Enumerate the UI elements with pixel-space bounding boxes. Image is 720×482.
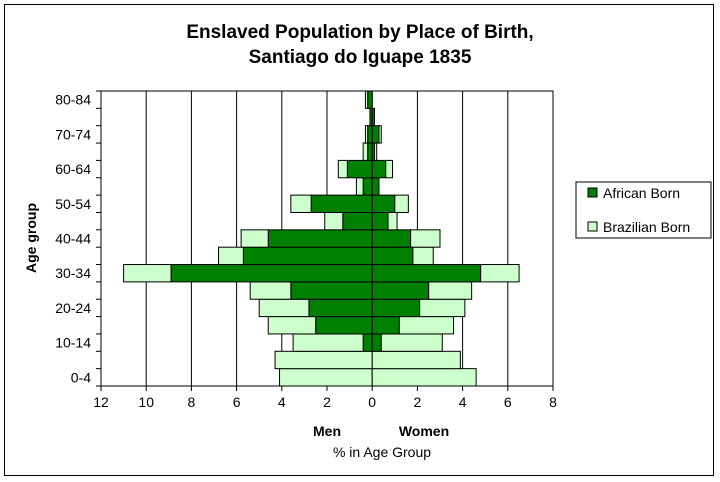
- bar-brazilian-men-20-24: [258, 298, 310, 318]
- bar-african-men-20-24: [308, 298, 373, 318]
- bar-african-women-75-79: [371, 107, 375, 127]
- x-tick-label: 8: [188, 394, 196, 410]
- bar-african-men-70-74: [367, 125, 373, 144]
- y-tick-label: 10-14: [55, 335, 91, 351]
- bar-african-women-60-64: [371, 159, 387, 179]
- bar-brazilian-men-50-54: [290, 194, 312, 213]
- bar-brazilian-men-0-4: [279, 368, 373, 387]
- bar-brazilian-men-40-44: [240, 229, 269, 248]
- x-tick-label: 4: [459, 394, 467, 410]
- bar-african-women-55-59: [371, 177, 380, 196]
- bar-brazilian-men-80-84: [364, 90, 369, 109]
- bar-brazilian-women-50-54: [394, 194, 409, 213]
- bar-brazilian-women-5-9: [371, 350, 461, 370]
- legend-label-african-born: African Born: [603, 185, 680, 201]
- bar-brazilian-men-35-39: [218, 246, 244, 266]
- bar-brazilian-men-60-64: [337, 159, 348, 179]
- y-tick-label: 50-54: [55, 196, 91, 212]
- bar-african-men-55-59: [362, 177, 373, 196]
- x-axis: 12 10 8 6 4 2 0 2 4 6 8: [93, 386, 557, 410]
- bar-african-men-15-19: [315, 316, 373, 335]
- legend: African Born Brazilian Born: [575, 181, 712, 239]
- bar-brazilian-men-70-74: [364, 125, 369, 144]
- women-label: Women: [399, 423, 449, 439]
- bars: [123, 90, 520, 387]
- y-tick-label: 60-64: [55, 161, 91, 177]
- chart-title-line2: Santiago do Iguape 1835: [249, 47, 472, 68]
- x-tick-label: 0: [368, 394, 376, 410]
- chart-title-line1: Enslaved Population by Place of Birth,: [186, 22, 533, 43]
- y-tick-label: 0-4: [71, 369, 91, 385]
- bar-brazilian-women-65-69: [373, 142, 378, 161]
- bar-african-men-50-54: [310, 194, 373, 213]
- bar-african-men-30-34: [170, 264, 373, 283]
- x-tick-label: 4: [278, 394, 286, 410]
- bar-brazilian-men-10-14: [292, 333, 364, 352]
- y-tick-label: 40-44: [55, 231, 91, 247]
- y-tick-label: 70-74: [55, 126, 91, 142]
- bar-brazilian-men-15-19: [267, 316, 317, 335]
- legend-swatch-african-born: [587, 187, 598, 198]
- y-tick-label: 80-84: [55, 92, 91, 108]
- x-tick-label: 6: [233, 394, 241, 410]
- bar-african-men-60-64: [346, 159, 373, 179]
- bar-african-women-20-24: [371, 298, 421, 318]
- bar-brazilian-women-35-39: [412, 246, 434, 266]
- bar-african-men-25-29: [290, 281, 373, 300]
- bar-african-women-35-39: [371, 246, 414, 266]
- bar-african-women-40-44: [371, 229, 412, 248]
- bar-african-men-40-44: [267, 229, 373, 248]
- bar-brazilian-women-10-14: [380, 333, 443, 352]
- bar-brazilian-men-65-69: [362, 142, 369, 161]
- x-tick-label: 12: [93, 394, 109, 410]
- y-axis-label: Age group: [23, 203, 39, 273]
- bar-african-men-65-69: [367, 142, 373, 161]
- bar-african-men-35-39: [242, 246, 373, 266]
- y-tick-label: 20-24: [55, 300, 91, 316]
- legend-label-brazilian-born: Brazilian Born: [603, 219, 690, 235]
- bar-african-women-50-54: [371, 194, 396, 213]
- x-tick-label: 10: [138, 394, 154, 410]
- bar-brazilian-men-30-34: [123, 264, 172, 283]
- bar-african-women-70-74: [371, 125, 380, 144]
- bar-brazilian-men-5-9: [274, 350, 373, 370]
- bar-brazilian-women-0-4: [371, 368, 477, 387]
- bar-brazilian-women-40-44: [410, 229, 441, 248]
- bar-african-men-10-14: [362, 333, 373, 352]
- bar-african-women-30-34: [371, 264, 482, 283]
- bar-brazilian-women-70-74: [378, 125, 382, 144]
- bar-brazilian-women-20-24: [419, 298, 466, 318]
- bar-brazilian-men-45-49: [324, 211, 344, 231]
- men-label: Men: [313, 423, 341, 439]
- x-axis-label: % in Age Group: [333, 444, 431, 460]
- bar-brazilian-women-60-64: [385, 159, 394, 179]
- bar-brazilian-women-30-34: [480, 264, 520, 283]
- legend-swatch-brazilian-born: [587, 221, 598, 232]
- bar-brazilian-women-15-19: [398, 316, 455, 335]
- bar-brazilian-men-25-29: [249, 281, 292, 300]
- x-tick-label: 2: [414, 394, 422, 410]
- y-axis: 0-4 10-14 20-24 30-34 40-44 50-54 60-64 70-74 80…: [55, 90, 101, 387]
- legend-box: [575, 181, 712, 239]
- bar-african-men-45-49: [342, 211, 373, 231]
- x-tick-label: 6: [504, 394, 512, 410]
- bar-african-women-25-29: [371, 281, 430, 300]
- bar-brazilian-women-25-29: [428, 281, 473, 300]
- chart-frame: [4, 4, 714, 476]
- bar-african-women-10-14: [371, 333, 382, 352]
- bar-african-women-45-49: [371, 211, 389, 231]
- bar-african-men-80-84: [367, 90, 373, 109]
- x-tick-label: 8: [549, 394, 557, 410]
- x-tick-label: 2: [323, 394, 331, 410]
- bar-african-women-15-19: [371, 316, 400, 335]
- bar-brazilian-men-55-59: [355, 177, 364, 196]
- bar-brazilian-women-45-49: [387, 211, 398, 231]
- y-tick-label: 30-34: [55, 265, 91, 281]
